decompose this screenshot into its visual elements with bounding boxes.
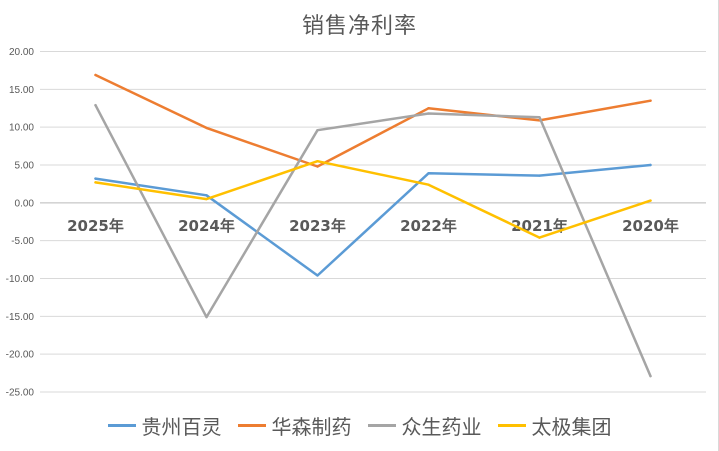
data-point (649, 374, 652, 378)
series-line-1 (94, 163, 652, 277)
y-tick-label: 5.00 (15, 161, 35, 172)
y-tick-label: -25.00 (6, 388, 35, 399)
series-line-3 (94, 103, 652, 378)
x-tick-label: 2025年 (67, 217, 124, 235)
legend-item: 众生药业 (367, 411, 482, 440)
data-point (316, 274, 319, 277)
legend-label: 众生药业 (401, 415, 482, 439)
legend-label: 华森制药 (271, 415, 352, 439)
legend: 贵州百灵 华森制药 众生药业 太极集团 (0, 411, 719, 440)
y-tick-label: 0.00 (15, 198, 35, 209)
y-tick-label: -15.00 (6, 312, 35, 323)
data-point (427, 183, 430, 186)
x-tick-label: 2022年 (400, 217, 457, 235)
data-point (649, 99, 652, 102)
legend-item: 太极集团 (497, 411, 612, 440)
series-line-2 (94, 73, 652, 168)
data-point (94, 177, 97, 180)
legend-item: 贵州百灵 (107, 411, 222, 440)
legend-swatch (107, 424, 136, 427)
data-point (316, 160, 319, 163)
data-point (316, 165, 319, 168)
data-point (205, 197, 208, 201)
y-tick-label: -5.00 (11, 236, 34, 247)
y-tick-label: -20.00 (6, 350, 35, 361)
data-point (205, 315, 208, 319)
data-point (205, 194, 208, 197)
legend-item: 华森制药 (237, 411, 352, 440)
y-tick-label: -10.00 (6, 274, 35, 285)
legend-label: 贵州百灵 (141, 415, 222, 439)
data-point (649, 163, 652, 167)
data-point (427, 107, 430, 110)
data-point (205, 126, 208, 130)
x-tick-label: 2020年 (622, 217, 679, 235)
legend-swatch (367, 424, 396, 427)
data-point (316, 128, 319, 132)
data-point (427, 112, 430, 115)
series-line-4 (94, 159, 652, 239)
legend-label: 太极集团 (531, 415, 612, 439)
data-point (427, 172, 430, 175)
data-point (649, 199, 652, 202)
chart-title: 销售净利率 (301, 14, 417, 39)
legend-swatch (497, 424, 526, 427)
x-tick-label: 2023年 (289, 217, 346, 235)
y-tick-label: 20.00 (9, 47, 34, 58)
data-point (94, 181, 97, 184)
x-tick-label: 2024年 (178, 217, 235, 235)
data-point (538, 116, 541, 119)
y-tick-label: 15.00 (9, 85, 34, 96)
data-point (94, 104, 97, 107)
data-point (538, 174, 541, 177)
data-point (538, 236, 541, 239)
legend-swatch (237, 424, 266, 427)
data-point (94, 73, 97, 77)
y-tick-label: 10.00 (9, 123, 34, 134)
